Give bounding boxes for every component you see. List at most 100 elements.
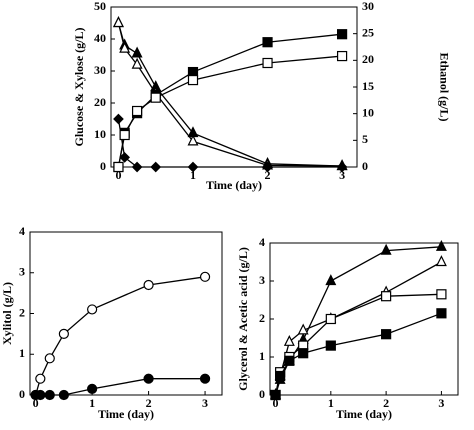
- marker: [87, 304, 98, 315]
- y-tick-label: 20: [94, 95, 106, 109]
- plot-frame: [29, 231, 223, 396]
- marker: [275, 370, 286, 382]
- x-tick-label: 3: [202, 396, 208, 410]
- y2-axis-title: Ethanol (g/L): [437, 52, 451, 121]
- x-tick-label: 3: [438, 396, 444, 410]
- y-tick-label: 10: [94, 127, 106, 141]
- marker: [113, 113, 124, 125]
- marker: [199, 271, 211, 282]
- marker: [262, 37, 273, 48]
- marker: [435, 255, 447, 267]
- y2-tick-label: 0: [362, 159, 368, 173]
- y-tick-label: 3: [259, 273, 265, 287]
- y-axis-title: Glucose & Xylose (g/L): [72, 28, 86, 147]
- marker: [381, 329, 392, 340]
- y-tick-label: 4: [259, 235, 265, 249]
- marker: [325, 274, 337, 286]
- plot-frame: [110, 6, 358, 168]
- marker: [187, 74, 199, 86]
- marker: [44, 353, 55, 364]
- chart: 0 1 2 3 0 1 2 3 4 Time (day) Xylitol (g/L): [0, 224, 223, 421]
- marker: [112, 16, 124, 28]
- marker: [380, 243, 392, 255]
- marker: [113, 161, 124, 173]
- marker: [435, 239, 447, 251]
- marker: [283, 334, 295, 346]
- marker: [298, 348, 309, 359]
- x-tick-label: 2: [265, 168, 271, 182]
- y-tick-label: 50: [94, 0, 106, 13]
- marker: [187, 161, 199, 173]
- y2-tick-label: 25: [362, 25, 374, 39]
- y-tick-label: 2: [259, 311, 265, 325]
- series-line: [274, 261, 442, 396]
- x-tick-label: 2: [383, 396, 389, 410]
- y2-tick-label: 30: [362, 0, 374, 13]
- y2-tick-label: 10: [362, 105, 374, 119]
- y-tick-label: 30: [94, 63, 106, 77]
- marker: [58, 328, 69, 339]
- marker: [35, 373, 46, 384]
- y-tick-label: 1: [19, 346, 25, 360]
- marker: [131, 105, 143, 117]
- marker: [325, 340, 336, 351]
- marker: [44, 389, 55, 401]
- marker: [297, 323, 309, 335]
- marker: [436, 308, 447, 319]
- x-tick-label: 0: [273, 396, 279, 410]
- x-axis-title: Time (day): [206, 178, 262, 192]
- marker: [325, 313, 336, 325]
- x-tick-label: 1: [328, 396, 334, 410]
- x-axis-title: Time (day): [98, 407, 154, 421]
- y-tick-label: 0: [259, 387, 265, 401]
- marker: [336, 161, 348, 173]
- y-tick-label: 3: [19, 265, 25, 279]
- marker: [150, 92, 161, 103]
- marker: [381, 291, 392, 302]
- y-tick-label: 40: [94, 31, 106, 45]
- marker: [284, 355, 295, 366]
- marker: [35, 389, 46, 401]
- x-tick-label: 1: [190, 168, 196, 182]
- series-line: [117, 55, 343, 168]
- series-line: [117, 118, 343, 168]
- marker: [262, 161, 273, 173]
- y-tick-label: 0: [19, 387, 25, 401]
- marker: [336, 29, 348, 40]
- x-tick-label: 3: [339, 168, 345, 182]
- plot-frame: [269, 242, 459, 396]
- marker: [119, 129, 130, 141]
- marker: [262, 57, 273, 69]
- y-axis-title: Xylitol (g/L): [0, 282, 14, 345]
- marker: [119, 152, 130, 163]
- series-line: [274, 246, 442, 396]
- y-tick-label: 1: [259, 349, 265, 363]
- x-tick-label: 1: [89, 396, 95, 410]
- x-tick-label: 0: [33, 396, 39, 410]
- marker: [87, 383, 98, 394]
- marker: [150, 161, 162, 173]
- y-tick-label: 2: [19, 305, 25, 319]
- y2-tick-label: 5: [362, 132, 368, 146]
- marker: [187, 134, 199, 146]
- y-tick-label: 4: [19, 224, 25, 238]
- y-axis-title: Glycerol & Acetic acid (g/L): [236, 247, 250, 391]
- marker: [336, 50, 348, 62]
- x-tick-label: 2: [146, 396, 152, 410]
- x-axis-title: Time (day): [336, 407, 392, 421]
- y2-tick-label: 15: [362, 79, 374, 93]
- marker: [436, 289, 447, 300]
- marker: [270, 389, 281, 401]
- y2-tick-label: 20: [362, 52, 374, 66]
- marker: [119, 41, 131, 53]
- marker: [131, 161, 143, 173]
- marker: [199, 373, 211, 384]
- marker: [143, 279, 154, 291]
- marker: [143, 373, 154, 384]
- marker: [131, 57, 143, 69]
- marker: [131, 46, 143, 58]
- y-tick-label: 0: [100, 159, 106, 173]
- chart: 0 1 2 3 0 1 2 3 4 Time (day) Glycerol & Acetic aci…: [236, 235, 459, 421]
